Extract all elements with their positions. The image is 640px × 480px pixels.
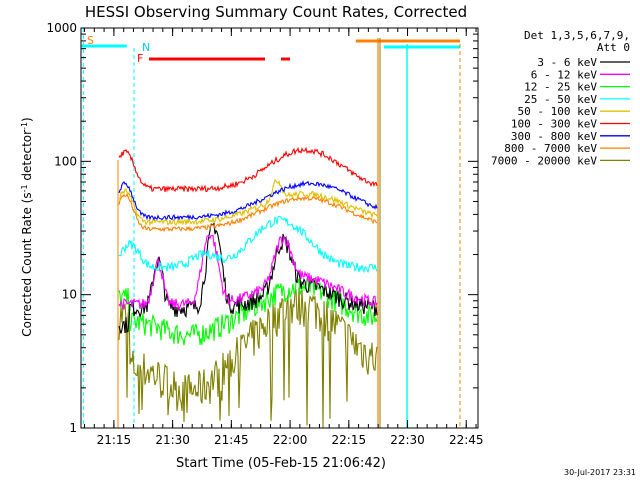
legend-label: 12 - 25 keV <box>524 81 597 94</box>
y-tick-label: 10 <box>62 288 77 302</box>
flag-label: S <box>87 34 94 47</box>
series-line <box>118 178 378 227</box>
x-tick-label: 22:00 <box>273 433 308 447</box>
legend-label: 3 - 6 keV <box>537 56 597 69</box>
legend-label: 300 - 800 keV <box>511 130 597 143</box>
x-tick-label: 21:15 <box>97 433 132 447</box>
x-tick-label: 22:30 <box>390 433 425 447</box>
plot-frame <box>80 27 479 429</box>
x-tick-label: 22:15 <box>332 433 367 447</box>
legend-label: 6 - 12 keV <box>531 68 598 81</box>
legend-label: 7000 - 20000 keV <box>491 154 597 167</box>
legend-label: 800 - 7000 keV <box>504 142 597 155</box>
timestamp: 30-Jul-2017 23:31 <box>564 468 636 477</box>
series-line <box>118 193 378 233</box>
axes: 1 10 100 1000 21:15 21:30 21:45 22:00 22:15 22:30… <box>46 21 483 447</box>
chart-title: HESSI Observing Summary Count Rates, Cor… <box>85 3 467 21</box>
x-tick-label: 21:30 <box>155 433 190 447</box>
legend-label: 100 - 300 keV <box>511 118 597 131</box>
y-tick-label: 1 <box>69 421 77 435</box>
legend-label: 25 - 50 keV <box>524 93 597 106</box>
flag-label: F <box>137 52 143 65</box>
series-line <box>118 277 378 346</box>
y-tick-label: 100 <box>54 154 77 168</box>
x-tick-label: 21:45 <box>214 433 249 447</box>
legend-label: 50 - 100 keV <box>518 105 598 118</box>
flag-label: N <box>142 41 150 54</box>
plot-area: S NF <box>81 28 461 428</box>
legend-header-line-2: Att 0 <box>597 41 630 54</box>
series-line <box>118 215 378 274</box>
x-axis-label: Start Time (05-Feb-15 21:06:42) <box>176 456 386 471</box>
series-line <box>118 146 378 193</box>
series-line <box>118 179 378 221</box>
y-tick-label: 1000 <box>46 21 77 35</box>
series-line <box>118 234 378 312</box>
legend-header-line-1: Det 1,3,5,6,7,9, <box>524 29 630 42</box>
y-axis-label: Corrected Count Rate (s-1 detector-1) <box>20 117 35 336</box>
series-line <box>118 287 378 428</box>
x-tick-label: 22:45 <box>449 433 484 447</box>
